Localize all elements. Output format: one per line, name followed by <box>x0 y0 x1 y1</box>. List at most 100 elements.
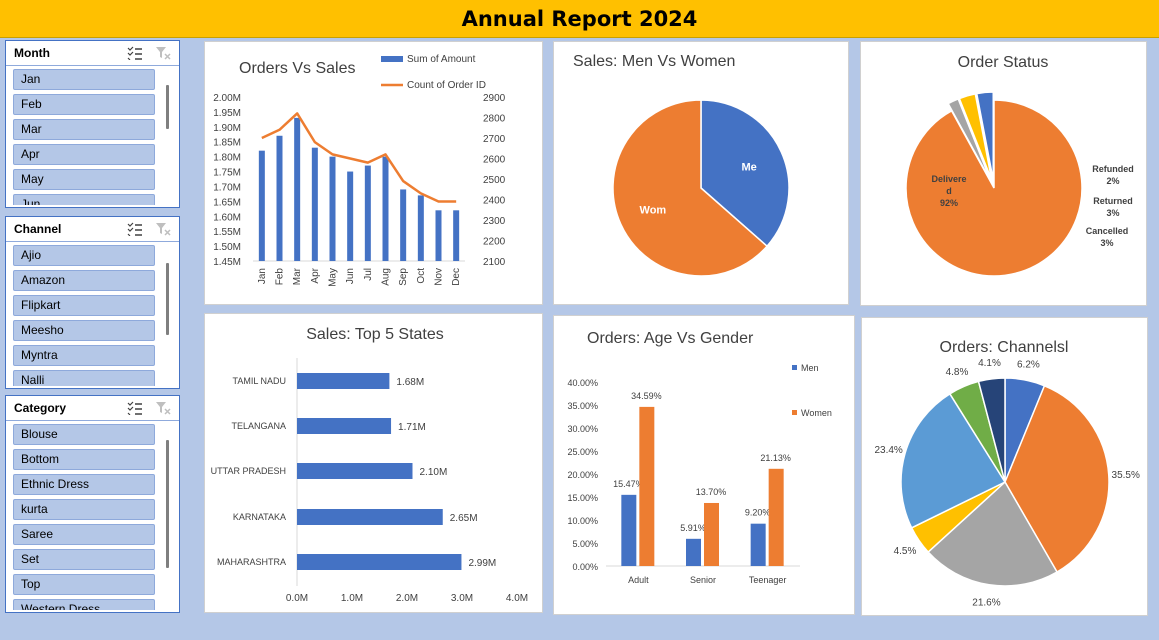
slicer-item-flipkart[interactable]: Flipkart <box>13 295 155 316</box>
sales-men-women-chart: Sales: Men Vs Women Me Wom <box>573 53 790 277</box>
bar-sum-of-amount <box>435 210 442 261</box>
slicer-item-saree[interactable]: Saree <box>13 524 155 545</box>
pie-slice <box>905 99 1083 277</box>
age-gender-panel: Orders: Age Vs Gender 0.00% 5.00% 10.00% 15.… <box>553 315 855 615</box>
slicer-scrollbar[interactable] <box>166 85 169 129</box>
x-tick-label: 2.0M <box>396 593 418 604</box>
bar-value-label: 2.65M <box>450 513 478 524</box>
slicer-item-set[interactable]: Set <box>13 549 155 570</box>
bar-men <box>686 538 701 566</box>
slicer-scrollbar[interactable] <box>166 440 169 568</box>
orders-vs-sales-chart: Orders Vs Sales 1.45M 1.50M 1.55M 1.60M 1.65M… <box>213 54 506 287</box>
bar-value-label: 2.99M <box>468 558 496 569</box>
bar-value-label: 13.70% <box>696 487 727 497</box>
y-tick-label: 5.00% <box>572 539 598 549</box>
clear-filter-icon[interactable] <box>155 46 171 60</box>
orders-vs-sales-panel: Orders Vs Sales 1.45M 1.50M 1.55M 1.60M 1.65M… <box>204 41 543 305</box>
x-tick-label: 3.0M <box>451 593 473 604</box>
slicer-item-ethnic-dress[interactable]: Ethnic Dress <box>13 474 155 495</box>
y-left-tick-label: 1.95M <box>213 108 241 119</box>
slice-percent: 4.5% <box>894 546 917 557</box>
slice-label: Refunded <box>1092 164 1134 174</box>
y-left-tick-label: 1.85M <box>213 138 241 149</box>
pie-slice <box>977 377 1006 483</box>
multi-select-icon[interactable] <box>127 401 143 415</box>
slicer-item-western-dress[interactable]: Western Dress <box>13 599 155 610</box>
legend-label: Men <box>801 363 819 373</box>
slice-label: Wom <box>640 205 667 217</box>
bar-value-label: 1.68M <box>396 377 424 388</box>
top-states-panel: Sales: Top 5 States TAMIL NADU 1.68M TELANG… <box>204 313 543 613</box>
slicer-scrollbar[interactable] <box>166 263 169 335</box>
bar-sum-of-amount <box>329 156 336 261</box>
title-bar: Annual Report 2024 <box>0 0 1159 38</box>
slicer-header: Channel <box>6 217 179 242</box>
slicer-items: Blouse Bottom Ethnic Dress kurta Saree Set Top… <box>13 424 155 610</box>
slicer-item-kurta[interactable]: kurta <box>13 499 155 520</box>
bar-sum-of-amount <box>382 156 389 261</box>
slice-label: Delivere d <box>931 174 966 196</box>
order-status-panel: Order Status Delivere d 92% Refunded 2% Return… <box>860 41 1147 306</box>
x-tick-label: Jun <box>345 268 356 284</box>
y-right-tick-label: 2300 <box>483 216 506 227</box>
slicer-item-amazon[interactable]: Amazon <box>13 270 155 291</box>
report-title: Annual Report 2024 <box>461 6 698 31</box>
slicer-item-bottom[interactable]: Bottom <box>13 449 155 470</box>
line-count-of-order-id <box>261 112 457 203</box>
y-left-tick-label: 1.90M <box>213 123 241 134</box>
slice-label: Cancelled <box>1086 226 1129 236</box>
order-status-chart: Order Status Delivere d 92% Refunded 2% Return… <box>905 54 1134 277</box>
x-tick-label: Feb <box>275 268 286 286</box>
slicer-item-jun[interactable]: Jun <box>13 194 155 205</box>
slicer-item-blouse[interactable]: Blouse <box>13 424 155 445</box>
x-tick-label: 4.0M <box>506 593 528 604</box>
slicer-title: Month <box>14 46 50 60</box>
slicer-item-ajio[interactable]: Ajio <box>13 245 155 266</box>
slice-percent: 2% <box>1106 176 1119 186</box>
slicer-item-myntra[interactable]: Myntra <box>13 345 155 366</box>
channel-slicer: Channel Ajio Amazon Flipkart Meesho Myntra Na… <box>5 216 180 389</box>
y-right-tick-label: 2600 <box>483 155 506 166</box>
bar-value-label: 15.47% <box>613 479 644 489</box>
x-tick-label: Teenager <box>749 575 787 585</box>
slicer-item-may[interactable]: May <box>13 169 155 190</box>
y-tick-label: TAMIL NADU <box>232 376 286 386</box>
slicer-item-nalli[interactable]: Nalli <box>13 370 155 386</box>
y-left-tick-label: 2.00M <box>213 93 241 104</box>
slicer-item-mar[interactable]: Mar <box>13 119 155 140</box>
slicer-item-meesho[interactable]: Meesho <box>13 320 155 341</box>
y-tick-label: 30.00% <box>567 424 598 434</box>
slicer-item-feb[interactable]: Feb <box>13 94 155 115</box>
pie-slice <box>900 392 1007 529</box>
bar-women <box>639 406 655 566</box>
slice-percent: 6.2% <box>1017 359 1040 370</box>
bar-value-label: 34.59% <box>631 391 662 401</box>
clear-filter-icon[interactable] <box>155 222 171 236</box>
legend-swatch <box>792 410 797 415</box>
x-tick-label: Dec <box>451 268 462 286</box>
slice-percent: 4.8% <box>946 367 969 378</box>
slicer-header: Month <box>6 41 179 66</box>
y-tick-label: 20.00% <box>567 470 598 480</box>
slicer-item-jan[interactable]: Jan <box>13 69 155 90</box>
multi-select-icon[interactable] <box>127 46 143 60</box>
bar-sum-of-amount <box>294 117 301 261</box>
pie-slice <box>947 97 992 182</box>
x-tick-label: 0.0M <box>286 593 308 604</box>
bar-state <box>297 509 443 525</box>
chart-title: Orders Vs Sales <box>239 60 355 77</box>
slice-percent: 3% <box>1100 238 1113 248</box>
bar-value-label: 5.91% <box>680 523 706 533</box>
top-states-chart: Sales: Top 5 States TAMIL NADU 1.68M TELANG… <box>211 326 528 604</box>
x-tick-label: Mar <box>292 267 303 285</box>
multi-select-icon[interactable] <box>127 222 143 236</box>
slicer-header: Category <box>6 396 179 421</box>
slice-percent: 35.5% <box>1112 470 1140 481</box>
slice-label: Me <box>741 161 756 173</box>
x-tick-label: 1.0M <box>341 593 363 604</box>
clear-filter-icon[interactable] <box>155 401 171 415</box>
y-tick-label: 25.00% <box>567 447 598 457</box>
slicer-item-apr[interactable]: Apr <box>13 144 155 165</box>
slicer-item-top[interactable]: Top <box>13 574 155 595</box>
channels-panel: Orders: Channelsl 6.2% 35.5% 21.6% 4.5% 23.4%… <box>861 317 1148 616</box>
